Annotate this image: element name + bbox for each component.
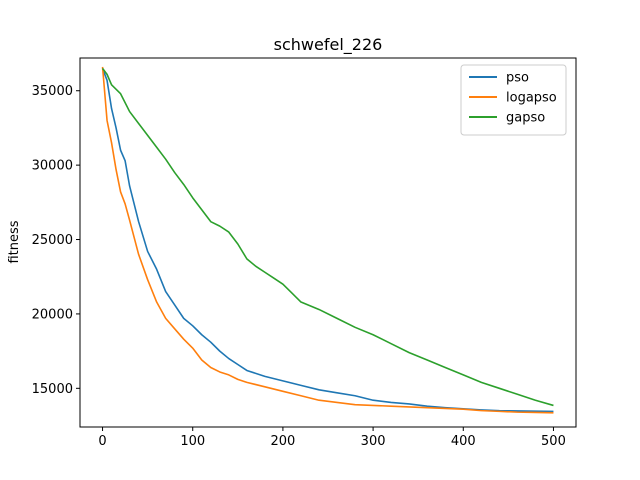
x-tick-label: 400 — [451, 434, 476, 449]
y-tick-label: 35000 — [32, 84, 73, 99]
series-line-gapso — [101, 67, 554, 407]
legend: pso logapso gapso — [460, 64, 567, 136]
x-tick-label: 200 — [270, 434, 295, 449]
chart-title: schwefel_226 — [274, 35, 383, 55]
x-tick-label: 300 — [361, 434, 386, 449]
y-tick-label: 30000 — [32, 159, 73, 174]
y-tick-label: 15000 — [32, 382, 73, 397]
legend-label-logapso: logapso — [506, 91, 557, 106]
x-tick-label: 500 — [541, 434, 566, 449]
y-tick-label: 25000 — [32, 233, 73, 248]
plot-frame — [79, 57, 577, 428]
y-axis-label: fitness — [7, 220, 22, 263]
plot-area: 0 100 200 300 400 500 15000 20000 25000 30000 3500… — [32, 57, 577, 449]
legend-label-pso: pso — [506, 71, 529, 86]
x-tick-label: 0 — [98, 434, 106, 449]
series-line-logapso — [101, 66, 554, 414]
legend-label-gapso: gapso — [506, 111, 545, 126]
y-tick-label: 20000 — [32, 307, 73, 322]
x-tick-label: 100 — [180, 434, 205, 449]
